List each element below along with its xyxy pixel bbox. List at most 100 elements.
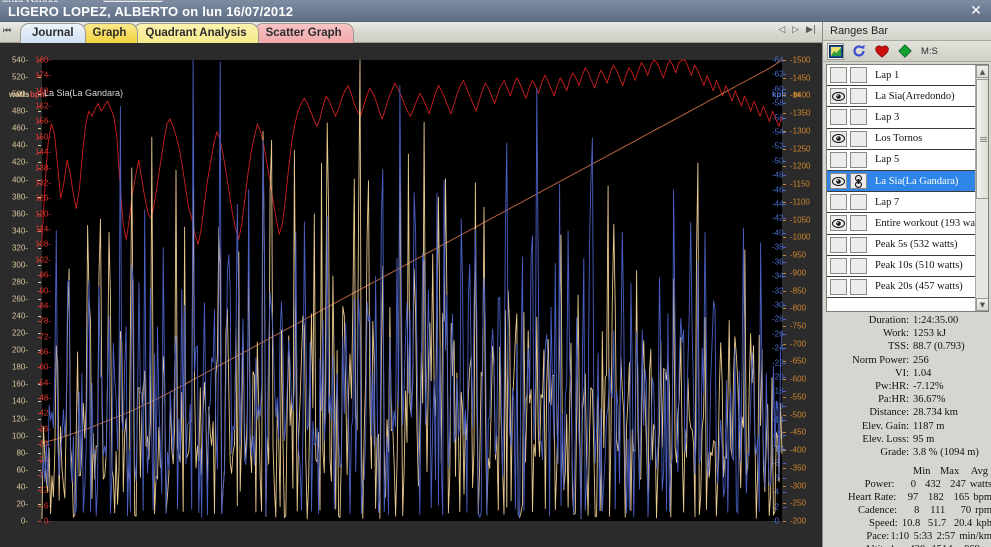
axis-tick-m — [783, 130, 786, 132]
ranges-scrollbar[interactable]: ▲ ▼ — [975, 65, 988, 311]
range-row[interactable]: La Sia(La Gandara) — [827, 170, 988, 193]
range-label: Entire workout (193 watts) — [875, 217, 988, 229]
axis-tick-label-watts: 380- — [11, 192, 28, 202]
range-visibility-checkbox[interactable] — [830, 215, 847, 232]
range-link-checkbox[interactable] — [850, 236, 867, 253]
chevron-right-icon[interactable]: ▷ — [792, 25, 800, 35]
axis-tick-watts — [38, 469, 41, 471]
stat-value: 28.734 km — [913, 407, 958, 419]
axis-tick-label-watts: 240- — [11, 311, 28, 321]
metric-unit: rpm — [975, 504, 991, 516]
axis-tick-m — [783, 148, 786, 150]
axis-tick-label-kph: -62 — [772, 69, 784, 79]
metric-avg: 165 — [953, 492, 970, 504]
axis-tick-bpm — [38, 182, 41, 184]
axis-tick-m — [783, 432, 786, 434]
close-icon[interactable]: ✕ — [970, 3, 982, 19]
range-visibility-checkbox[interactable] — [830, 236, 847, 253]
range-row[interactable]: Lap 3 — [827, 107, 988, 129]
scroll-down-icon[interactable]: ▼ — [976, 298, 988, 311]
range-link-checkbox[interactable] — [850, 88, 867, 105]
stat-value: 1:24:35.00 — [913, 315, 959, 326]
altitude-icon[interactable] — [896, 43, 913, 60]
axis-tick-kph — [783, 247, 786, 249]
tab-quadrant-analysis[interactable]: Quadrant Analysis — [133, 23, 259, 43]
axis-tick-kph — [783, 74, 786, 76]
range-link-checkbox[interactable] — [850, 130, 867, 147]
range-row[interactable]: La Sia(Arredondo) — [827, 86, 988, 108]
axis-tick-label-kph: -48 — [772, 170, 784, 180]
scrollbar-thumb[interactable] — [976, 79, 988, 199]
axis-tick-watts — [38, 299, 41, 301]
tab-nav-first-icon[interactable]: ⏮ — [3, 26, 12, 36]
range-visibility-checkbox[interactable] — [830, 109, 847, 126]
range-label: La Sia(La Gandara) — [875, 175, 959, 187]
axis-tick-label-m: -350 — [790, 463, 807, 473]
axis-tick-kph — [783, 189, 786, 191]
range-link-checkbox[interactable] — [850, 67, 867, 84]
graph-panel[interactable]: La Sia(La Gandara) watts bpm kph m 0-20-… — [0, 43, 822, 547]
ranges-list[interactable]: Lap 1 La Sia(Arredondo) Lap 3 Los Tornos Lap… — [826, 64, 989, 312]
range-visibility-checkbox[interactable] — [830, 130, 847, 147]
axis-tick-m — [783, 237, 786, 239]
range-visibility-checkbox[interactable] — [830, 88, 847, 105]
range-row[interactable]: Peak 10s (510 watts) — [827, 255, 988, 277]
metric-key: Power: — [864, 479, 895, 491]
range-link-checkbox[interactable] — [850, 194, 867, 211]
range-link-checkbox[interactable] — [850, 173, 867, 190]
axis-tick-label-watts: 480- — [11, 106, 28, 116]
axis-tick-label-bpm: 54- — [39, 378, 51, 388]
tab-scatter-graph[interactable]: Scatter Graph — [253, 23, 354, 43]
series-altitude — [41, 59, 783, 444]
axis-tick-label-kph: -42 — [772, 213, 784, 223]
time-format-label[interactable]: M:S — [921, 45, 938, 57]
scroll-up-icon[interactable]: ▲ — [976, 65, 988, 78]
axis-tick-kph — [783, 304, 786, 306]
axis-tick-m — [783, 450, 786, 452]
cadence-icon[interactable] — [850, 43, 867, 60]
axis-tick-label-watts: 0- — [20, 516, 28, 526]
axis-tick-bpm — [38, 259, 41, 261]
range-row[interactable]: Peak 20s (457 watts) — [827, 276, 988, 299]
metrics-table: Min Max Avg Power: 0 432 247 watts Heart Rate… — [823, 466, 991, 547]
stat-row: Distance: 28.734 km — [823, 406, 991, 419]
stat-row: Pw:HR: -7.12% — [823, 380, 991, 393]
stat-row: Norm Power: 256 — [823, 354, 991, 367]
range-link-checkbox[interactable] — [850, 257, 867, 274]
metric-avg: 247 — [950, 479, 966, 491]
axis-tick-kph — [783, 160, 786, 162]
series-speed — [41, 59, 783, 519]
range-row[interactable]: Los Tornos — [827, 128, 988, 150]
range-visibility-checkbox[interactable] — [830, 173, 847, 190]
axis-tick-label-watts: 120- — [11, 414, 28, 424]
metric-unit: m — [984, 544, 991, 547]
axis-tick-m — [783, 219, 786, 221]
axis-title-kph: kph — [772, 90, 787, 99]
metrics-header-avg: Avg — [970, 466, 988, 478]
range-row[interactable]: Lap 7 — [827, 192, 988, 214]
range-row[interactable]: Peak 5s (532 watts) — [827, 234, 988, 256]
range-link-checkbox[interactable] — [850, 151, 867, 168]
range-visibility-checkbox[interactable] — [830, 278, 847, 295]
power-chart-icon[interactable] — [827, 42, 844, 60]
range-row[interactable]: Entire workout (193 watts) — [827, 213, 988, 235]
tab-nav-last-icon[interactable]: ▶| — [806, 25, 816, 35]
range-row[interactable]: Lap 5 — [827, 149, 988, 171]
range-link-checkbox[interactable] — [850, 278, 867, 295]
range-link-checkbox[interactable] — [850, 215, 867, 232]
chevron-left-icon[interactable]: ◁ — [778, 25, 786, 35]
metric-max: 51.7 — [927, 517, 947, 529]
range-visibility-checkbox[interactable] — [830, 67, 847, 84]
axis-tick-m — [783, 60, 786, 61]
range-visibility-checkbox[interactable] — [830, 151, 847, 168]
axis-tick-label-kph: -34 — [772, 271, 784, 281]
axis-tick-kph — [783, 218, 786, 220]
axis-tick-watts — [38, 452, 41, 454]
range-visibility-checkbox[interactable] — [830, 194, 847, 211]
range-visibility-checkbox[interactable] — [830, 257, 847, 274]
heart-rate-icon[interactable] — [873, 43, 890, 60]
tab-journal[interactable]: Journal — [20, 23, 86, 43]
tab-graph[interactable]: Graph — [80, 23, 139, 43]
range-row[interactable]: Lap 1 — [827, 65, 988, 87]
range-link-checkbox[interactable] — [850, 109, 867, 126]
